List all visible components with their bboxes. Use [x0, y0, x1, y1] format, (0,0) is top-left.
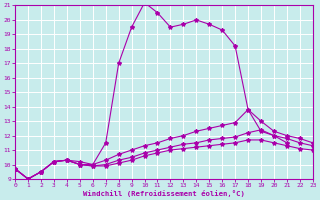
- X-axis label: Windchill (Refroidissement éolien,°C): Windchill (Refroidissement éolien,°C): [83, 190, 245, 197]
